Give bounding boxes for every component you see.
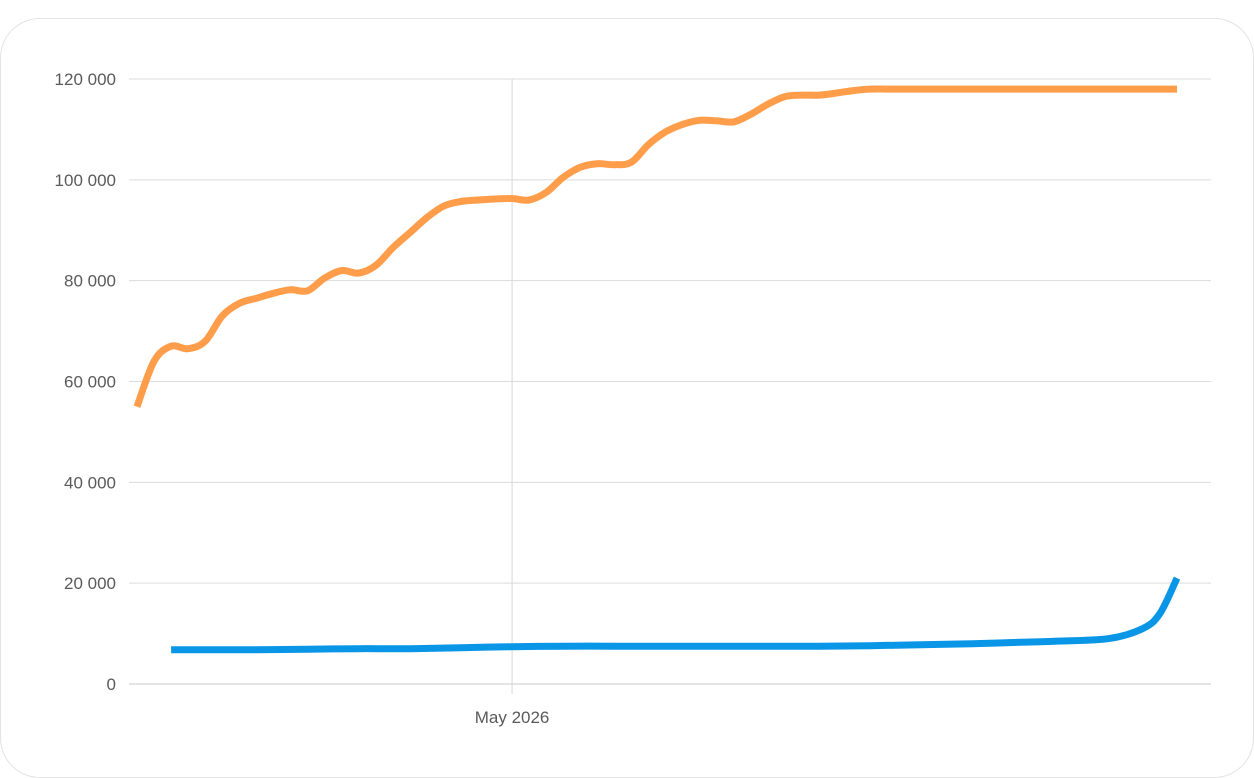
y-tick-label: 120 000 xyxy=(55,70,116,89)
y-tick-label: 60 000 xyxy=(64,373,116,392)
grid xyxy=(129,78,1211,694)
y-tick-label: 100 000 xyxy=(55,171,116,190)
series-line-1[interactable] xyxy=(133,85,1177,408)
chart-card: 0 20 000 40 000 60 000 80 000 100 000 120 000 M… xyxy=(0,18,1254,778)
line-chart: 0 20 000 40 000 60 000 80 000 100 000 120 000 M… xyxy=(55,70,1211,727)
y-tick-label: 20 000 xyxy=(64,574,116,593)
series-line-2[interactable] xyxy=(171,576,1181,654)
y-tick-label: 80 000 xyxy=(64,272,116,291)
series-lines[interactable] xyxy=(133,85,1181,654)
x-tick-label: May 2026 xyxy=(475,708,550,727)
axis-ticks: 0 20 000 40 000 60 000 80 000 100 000 120 000 M… xyxy=(55,70,550,727)
y-tick-label: 40 000 xyxy=(64,473,116,492)
y-tick-label: 0 xyxy=(107,675,116,694)
